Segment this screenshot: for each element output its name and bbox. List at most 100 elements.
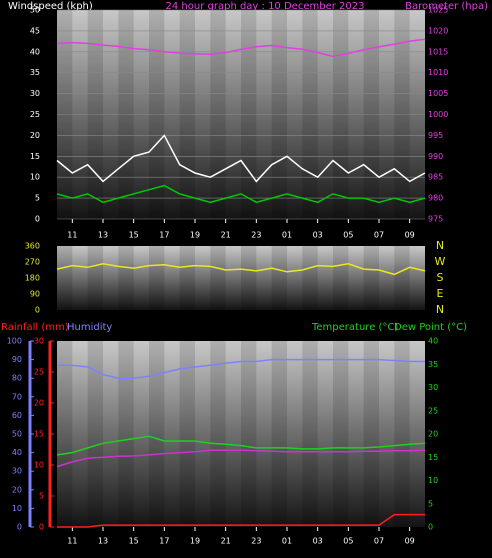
y2-tick-label: 1005 [428, 89, 448, 98]
y-tick-label: 30 [34, 337, 44, 346]
stripe [333, 246, 349, 310]
y2-tick-label: 25 [428, 406, 438, 415]
stripe [271, 246, 287, 310]
y-tick-label: 15 [34, 430, 44, 439]
y3-tick-label: 50 [12, 430, 22, 439]
y2-tick-label: 5 [428, 499, 433, 508]
stripe [333, 341, 349, 527]
y2-tick-label: N [436, 239, 444, 252]
x-tick-label: 03 [313, 537, 323, 546]
x-tick-label: 11 [67, 231, 77, 240]
stripe [302, 341, 318, 527]
y-tick-label: 25 [30, 110, 40, 119]
y-tick-label: 0 [35, 306, 40, 315]
legend-label: Humidity [67, 322, 112, 333]
y2-tick-label: 1010 [428, 68, 448, 77]
y-tick-label: 50 [30, 6, 40, 15]
data-line [56, 449, 426, 468]
y2-tick-label: 985 [428, 173, 443, 182]
y-tick-label: 0 [39, 523, 44, 532]
y3-tick-label: 100 [7, 337, 22, 346]
x-tick-label: 23 [251, 231, 261, 240]
data-line [56, 435, 426, 456]
y-tick-label: 10 [30, 173, 40, 182]
x-tick-label: 11 [67, 537, 77, 546]
x-tick-label: 03 [313, 231, 323, 240]
y-tick-label: 90 [30, 290, 40, 299]
legend-label: Temperature (°C) [311, 322, 398, 333]
y-tick-label: 270 [25, 258, 40, 267]
stripe [394, 246, 410, 310]
y2-tick-label: 10 [428, 476, 438, 485]
y3-tick-label: 80 [12, 374, 22, 383]
y-tick-label: 360 [25, 242, 40, 251]
x-tick-label: 09 [405, 231, 415, 240]
y-tick-label: 30 [30, 89, 40, 98]
y2-tick-label: 1000 [428, 110, 448, 119]
stripe [179, 246, 195, 310]
x-tick-label: 21 [221, 537, 231, 546]
y3-tick-label: 20 [12, 485, 22, 494]
data-line [56, 184, 426, 204]
chart-title: 24 hour graph day : 10 December 2023 [166, 1, 365, 12]
y3-tick-label: 30 [12, 467, 22, 476]
y-tick-label: 0 [35, 215, 40, 224]
y2-tick-label: E [437, 287, 444, 300]
x-tick-label: 17 [159, 231, 169, 240]
y-tick-label: 35 [30, 68, 40, 77]
y2-tick-label: 995 [428, 131, 443, 140]
x-tick-label: 21 [221, 231, 231, 240]
data-line [57, 358, 425, 379]
stripe [118, 246, 134, 310]
y2-tick-label: 1015 [428, 47, 448, 56]
y-tick-label: 180 [25, 274, 40, 283]
data-line [56, 38, 426, 58]
x-tick-label: 07 [374, 231, 384, 240]
y-tick-label: 5 [39, 492, 44, 501]
x-tick-label: 05 [343, 231, 353, 240]
legend-label: Dew Point (°C) [394, 322, 467, 333]
y-tick-label: 40 [30, 47, 40, 56]
y2-tick-label: 30 [428, 383, 438, 392]
plot-area [57, 341, 425, 527]
x-tick-label: 19 [190, 537, 200, 546]
y-tick-label: 20 [34, 399, 44, 408]
stripe [394, 341, 410, 527]
stripe [57, 341, 73, 527]
y2-tick-label: W [435, 255, 446, 268]
stripe [87, 246, 103, 310]
y3-tick-label: 10 [12, 504, 22, 513]
y2-tick-label: 35 [428, 360, 438, 369]
y3-tick-label: 90 [12, 355, 22, 364]
stripe [118, 341, 134, 527]
y-axis-label: Windspeed (kph) [8, 1, 93, 12]
y2-tick-label: N [436, 303, 444, 316]
stripe [271, 341, 287, 527]
y-tick-label: 20 [30, 131, 40, 140]
y-tick-label: 5 [35, 194, 40, 203]
y-tick-label: 25 [34, 368, 44, 377]
x-tick-label: 07 [374, 537, 384, 546]
y3-tick-label: 60 [12, 411, 22, 420]
y3-tick-label: 40 [12, 448, 22, 457]
y2-tick-label: 20 [428, 430, 438, 439]
y2-tick-label: 980 [428, 194, 443, 203]
x-tick-label: 15 [129, 231, 139, 240]
y2-tick-label: 15 [428, 453, 438, 462]
x-tick-label: 01 [282, 231, 292, 240]
data-line [56, 263, 426, 276]
stripe [363, 246, 379, 310]
x-tick-label: 13 [98, 231, 108, 240]
x-tick-label: 15 [129, 537, 139, 546]
y2-tick-label: 990 [428, 152, 443, 161]
y3-tick-label: 70 [12, 392, 22, 401]
y2-tick-label: 975 [428, 215, 443, 224]
x-tick-label: 17 [159, 537, 169, 546]
y2-tick-label: 0 [428, 523, 433, 532]
plot-area [57, 246, 425, 310]
stripe [179, 341, 195, 527]
x-tick-label: 05 [343, 537, 353, 546]
y2-tick-label: S [437, 271, 444, 284]
y2-tick-label: 1025 [428, 6, 448, 15]
